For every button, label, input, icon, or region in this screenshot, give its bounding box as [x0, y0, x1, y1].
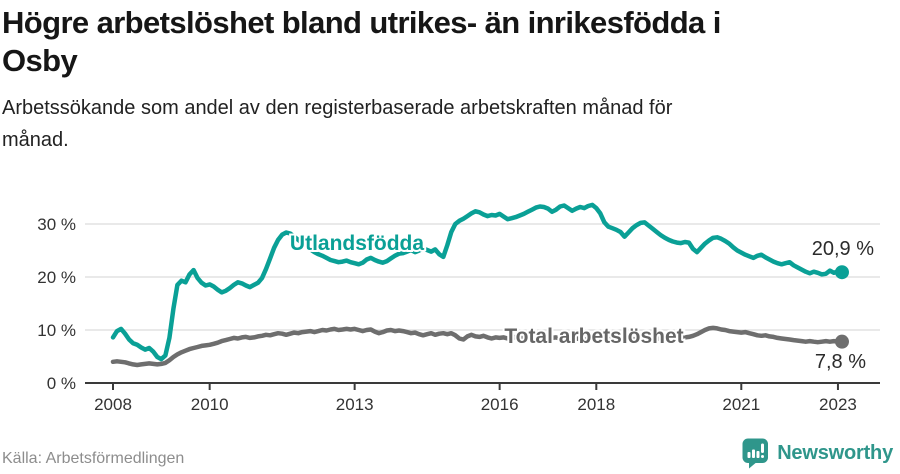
brand-logo: Newsworthy [742, 438, 893, 469]
end-dot-total [834, 334, 849, 349]
source-note: Källa: Arbetsförmedlingen [2, 450, 185, 467]
x-tick-label: 2008 [94, 395, 132, 414]
brand-name: Newsworthy [777, 442, 893, 464]
subtitle-line-1: Arbetssökande som andel av den registerb… [2, 97, 673, 119]
end-value-utlandsfodda: 20,9 % [812, 238, 874, 260]
y-tick-label: 20 % [37, 268, 76, 287]
x-tick-label: 2010 [191, 395, 229, 414]
end-dot-utlandsfodda [834, 265, 849, 280]
y-tick-label: 10 % [37, 321, 76, 340]
y-tick-label: 30 % [37, 215, 76, 234]
x-tick-label: 2021 [722, 395, 760, 414]
x-tick-label: 2013 [336, 395, 374, 414]
title-line-1: Högre arbetslöshet bland utrikes- än inr… [2, 5, 721, 40]
newsworthy-icon [742, 438, 769, 469]
series-line-total [110, 325, 845, 368]
series-label-utlandsfodda: Utlandsfödda [290, 232, 424, 255]
series-line-utlandsfodda [110, 202, 845, 362]
x-tick-label: 2023 [819, 395, 857, 414]
end-value-total: 7,8 % [815, 351, 866, 373]
page-title: Högre arbetslöshet bland utrikes- än inr… [2, 4, 896, 80]
series-label-total: Total arbetslöshet [504, 325, 683, 348]
chart-subtitle: Arbetssökande som andel av den registerb… [2, 92, 882, 156]
title-line-2: Osby [2, 43, 78, 78]
x-tick-label: 2016 [481, 395, 519, 414]
y-tick-label: 0 % [47, 374, 76, 393]
x-tick-label: 2018 [577, 395, 615, 414]
subtitle-line-2: månad. [2, 129, 69, 151]
line-chart: 0 % 10 % 20 % 30 % 2008 2010 2013 2016 2018 2021 2… [37, 202, 880, 414]
